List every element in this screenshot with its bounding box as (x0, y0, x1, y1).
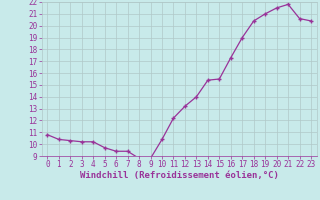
X-axis label: Windchill (Refroidissement éolien,°C): Windchill (Refroidissement éolien,°C) (80, 171, 279, 180)
